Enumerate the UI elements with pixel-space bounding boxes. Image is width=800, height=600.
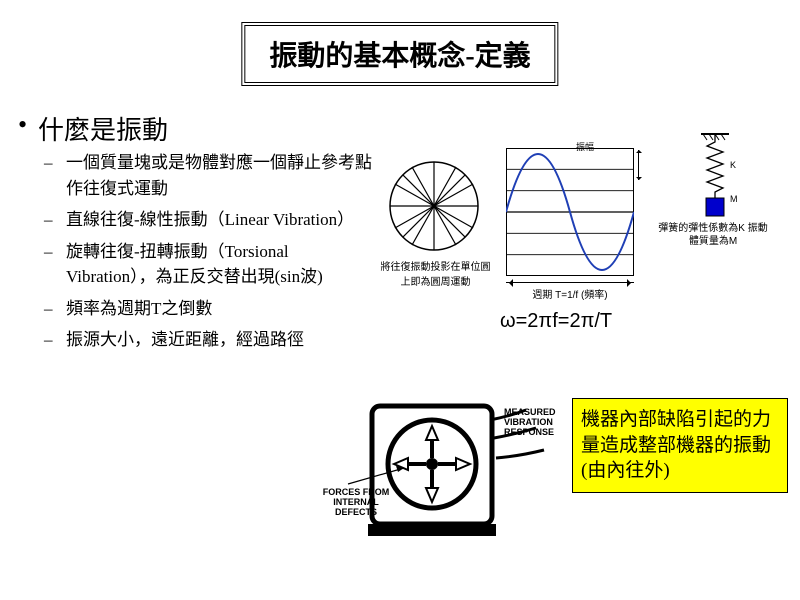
slide-title: 振動的基本概念-定義	[241, 22, 558, 86]
amplitude-arrow	[638, 150, 640, 180]
list-item: 直線往復-線性振動（Linear Vibration）	[62, 207, 372, 233]
period-indicator: 週期 T=1/f (頻率)	[506, 282, 634, 301]
list-item: 振源大小，遠近距離，經過路徑	[62, 327, 372, 353]
omega-formula: ω=2πf=2π/T	[500, 310, 612, 333]
spring-mass-diagram: K M	[680, 132, 750, 227]
list-item: 頻率為週期T之倒數	[62, 296, 372, 322]
period-label: 週期 T=1/f (頻率)	[506, 286, 634, 301]
highlight-box: 機器內部缺陷引起的力量造成整部機器的振動(由內往外)	[572, 398, 788, 493]
circle-caption: 將往復振動投影在單位圓上即為圓周運動	[378, 258, 493, 288]
amplitude-label: 振幅	[576, 140, 594, 153]
spring-m-label: M	[730, 194, 738, 204]
machine-diagram: FORCES FROM INTERNAL DEFECTS MEASURED VI…	[340, 392, 570, 547]
forces-label: FORCES FROM INTERNAL DEFECTS	[312, 488, 400, 518]
main-heading: 什麼是振動	[38, 110, 168, 147]
bullet-list: 一個質量塊或是物體對應一個靜止參考點作往復式運動 直線往復-線性振動（Linea…	[62, 150, 372, 359]
sine-wave-diagram: 振幅	[506, 142, 634, 281]
unit-circle-diagram: 將往復振動投影在單位圓上即為圓周運動	[388, 160, 480, 257]
spring-caption: 彈簧的彈性係數為K 振動體質量為M	[658, 222, 768, 248]
list-item: 旋轉往復-扭轉振動（Torsional Vibration），為正反交替出現(s…	[62, 239, 372, 290]
spring-k-label: K	[730, 160, 736, 170]
list-item: 一個質量塊或是物體對應一個靜止參考點作往復式運動	[62, 150, 372, 201]
